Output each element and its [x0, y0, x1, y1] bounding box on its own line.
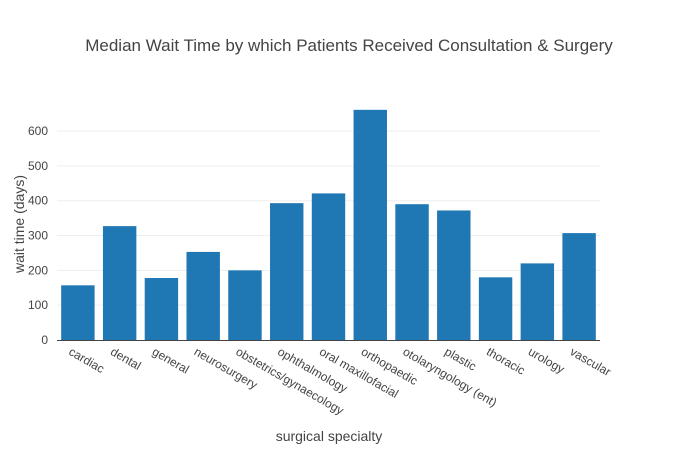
y-tick-label: 0: [41, 333, 48, 347]
bar: [562, 233, 596, 340]
y-tick-label: 600: [28, 124, 48, 138]
bar: [353, 109, 387, 340]
bar: [102, 226, 137, 340]
y-tick-label: 400: [28, 194, 48, 208]
bars: [61, 109, 596, 340]
chart-title: Median Wait Time by which Patients Recei…: [85, 36, 613, 55]
bar: [61, 285, 95, 340]
y-tick-label: 100: [28, 298, 48, 312]
x-tick-label: dental: [108, 344, 143, 372]
y-axis-title: wait time (days): [11, 175, 27, 274]
x-tick-label: general: [150, 344, 192, 376]
bar: [478, 277, 513, 340]
bar: [437, 210, 471, 340]
bar: [186, 251, 220, 340]
bar: [144, 278, 179, 340]
bar: [270, 203, 304, 340]
x-tick-label: vascular: [568, 344, 614, 378]
y-tick-label: 500: [28, 159, 48, 173]
bar: [395, 204, 429, 340]
x-tick-label: cardiac: [66, 344, 107, 375]
x-tick-labels: cardiac dental general neurosurgeryobstetri…: [66, 344, 613, 417]
x-tick-label: urology: [526, 344, 567, 376]
x-axis-title: surgical specialty: [276, 428, 383, 444]
bar: [228, 270, 262, 340]
y-tick-label: 300: [28, 229, 48, 243]
x-tick-label: thoracic: [484, 344, 527, 377]
bar: [311, 193, 346, 340]
y-tick-labels: 0 100 200 300 400 500 600: [28, 124, 48, 347]
y-tick-label: 200: [28, 263, 48, 277]
bar: [520, 263, 555, 340]
